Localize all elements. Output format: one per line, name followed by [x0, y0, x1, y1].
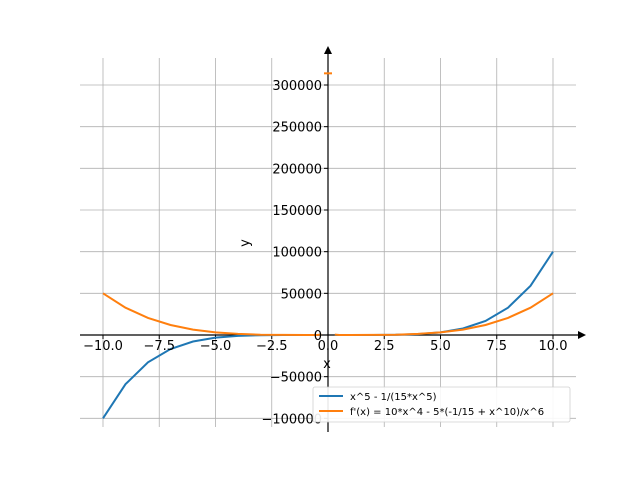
x-tick-label-4: 0.0 [318, 339, 339, 354]
y-tick-label-8: 300000 [272, 79, 322, 94]
x-tick-label-6: 5.0 [430, 339, 451, 354]
tick-labels: −10.0 −7.5 −5.0 −2.5 0.0 2.5 5.0 7.5 10.0 −100000… [83, 79, 567, 427]
x-axis-label: x [323, 357, 331, 372]
x-tick-label-3: −2.5 [256, 339, 288, 354]
y-tick-label-3: 50000 [281, 287, 322, 302]
y-tick-label-4: 100000 [272, 246, 322, 261]
y-tick-label-6: 200000 [272, 162, 322, 177]
y-axis-label: y [238, 239, 253, 247]
x-axis-arrow [578, 331, 586, 339]
legend-entry-series-1: x^5 - 1/(15*x^5) [350, 392, 437, 403]
series-2-line-1 [102, 292, 322, 336]
x-tick-label-7: 7.5 [486, 339, 507, 354]
x-tick-label-5: 2.5 [374, 339, 395, 354]
y-tick-label-2: 0 [314, 329, 322, 344]
x-tick-label-2: −5.0 [200, 339, 232, 354]
legend-entry-series-2: f'(x) = 10*x^4 - 5*(-1/15 + x^10)/x^6 [350, 407, 544, 418]
x-tick-label-8: 10.0 [539, 339, 568, 354]
series-2-line-2 [334, 292, 554, 336]
y-axis-arrow [324, 46, 332, 54]
y-tick-label-1: −50000 [270, 371, 322, 386]
y-tick-label-0: −100000 [261, 412, 322, 427]
legend: x^5 - 1/(15*x^5) f'(x) = 10*x^4 - 5*(-1/… [312, 386, 571, 423]
y-tick-label-7: 250000 [272, 121, 322, 136]
x-tick-label-0: −10.0 [83, 339, 123, 354]
series-group [102, 72, 554, 419]
axes [80, 46, 586, 432]
y-tick-label-5: 150000 [272, 204, 322, 219]
legend-box [312, 386, 571, 423]
x-tick-label-1: −7.5 [143, 339, 175, 354]
